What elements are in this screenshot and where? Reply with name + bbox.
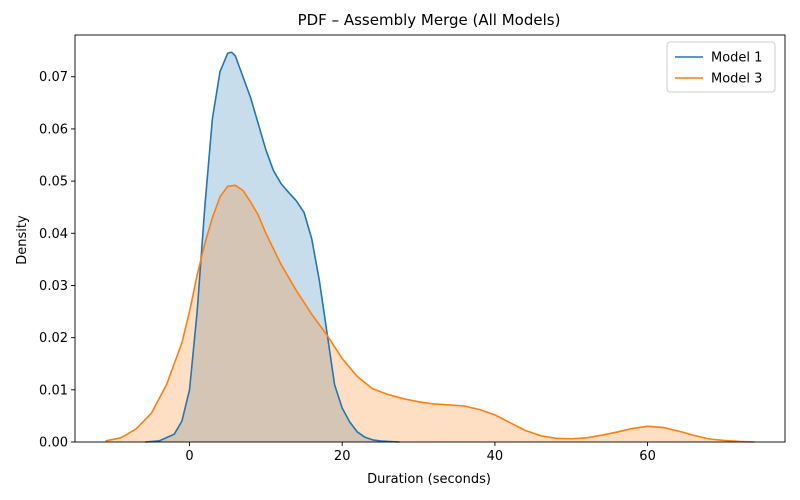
x-axis-label: Duration (seconds)	[367, 472, 491, 487]
y-tick-label-6: 0.06	[39, 122, 68, 137]
axes-frame	[74, 34, 786, 443]
y-tick-label-4: 0.04	[39, 227, 68, 242]
plot-area: 0 20 40 60 0.00 0.01 0.02 0.03 0.04 0.05 0.06 0.07	[39, 34, 786, 464]
series-line-1	[145, 51, 400, 443]
y-tick-label-1: 0.01	[39, 383, 68, 398]
y-tick-label-3: 0.03	[39, 279, 68, 294]
x-tick-label-2: 40	[487, 449, 504, 464]
y-axis-label: Density	[15, 215, 30, 265]
x-tick-label-3: 60	[639, 449, 656, 464]
legend-box	[666, 41, 776, 93]
series-line-2	[105, 184, 755, 443]
y-tick-label-0: 0.00	[39, 436, 68, 451]
series-fill-2	[105, 185, 755, 442]
y-tick-label-7: 0.07	[39, 70, 68, 85]
y-tick-label-5: 0.05	[39, 175, 68, 190]
x-tick-label-1: 20	[334, 449, 351, 464]
legend: Model 1 Model 3	[666, 41, 776, 93]
chart-title: PDF – Assembly Merge (All Models)	[298, 11, 561, 29]
legend-label-1: Model 1	[711, 51, 762, 66]
y-tick-label-2: 0.02	[39, 331, 68, 346]
x-tick-label-0: 0	[185, 449, 193, 464]
legend-label-2: Model 3	[711, 72, 762, 87]
